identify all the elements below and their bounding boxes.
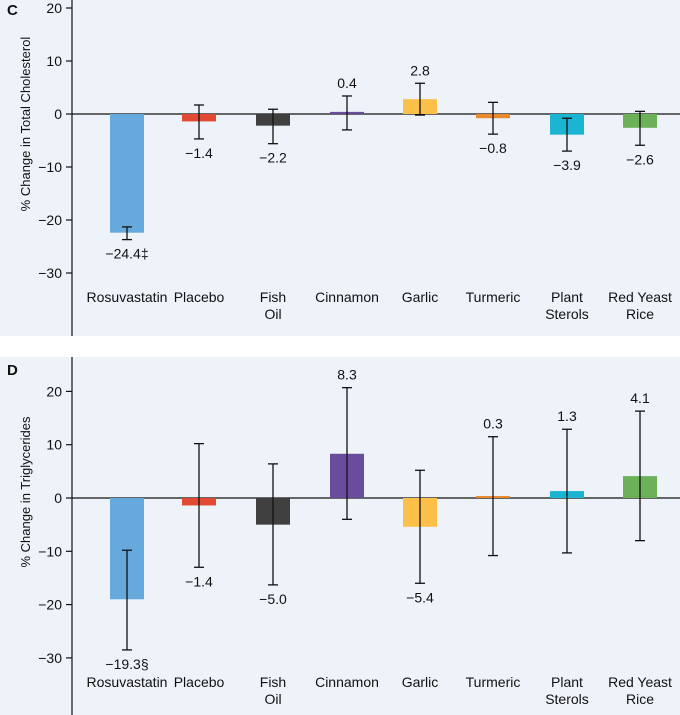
data-label: 4.1: [630, 390, 650, 406]
y-tick-label: 10: [46, 53, 62, 69]
data-label: −19.3§: [105, 656, 148, 672]
x-category-label: Cinnamon: [315, 289, 379, 305]
panel-d-triglycerides: D % Change in Triglycerides 20 10 0 −10 −20 −30…: [0, 357, 680, 715]
y-tick-label: 0: [54, 106, 62, 122]
x-category-label: Red Yeast: [608, 674, 672, 690]
y-tick-label: 0: [54, 490, 62, 506]
data-label: 8.3: [337, 367, 357, 383]
y-axis-label: % Change in Total Cholesterol: [18, 37, 33, 212]
chart-triglycerides: D % Change in Triglycerides 20 10 0 −10 −20 −30…: [7, 357, 680, 715]
x-category-label: Plant: [551, 674, 583, 690]
x-category-label: Oil: [264, 306, 281, 322]
y-tick-label: −20: [38, 597, 62, 613]
x-category-label: Turmeric: [466, 674, 521, 690]
x-category-label: Fish: [260, 674, 286, 690]
data-label: 0.3: [483, 416, 503, 432]
chart-total-cholesterol: C % Change in Total Cholesterol 20 10 0 −10 −2…: [7, 0, 680, 336]
x-category-label: Plant: [551, 289, 583, 305]
x-category-label: Garlic: [402, 674, 439, 690]
data-label: −3.9: [553, 157, 581, 173]
x-category-label: Rosuvastatin: [87, 674, 168, 690]
x-category-label: Fish: [260, 289, 286, 305]
data-label: 1.3: [557, 408, 577, 424]
y-tick-label: −30: [38, 265, 62, 281]
x-category-label: Red Yeast: [608, 289, 672, 305]
panel-c-total-cholesterol: C % Change in Total Cholesterol 20 10 0 −10 −2…: [0, 0, 680, 336]
y-tick-label: −10: [38, 159, 62, 175]
data-label: −24.4‡: [105, 246, 148, 262]
data-label: 0.4: [337, 75, 357, 91]
data-label: −5.4: [406, 589, 434, 605]
x-category-label: Rice: [626, 306, 654, 322]
data-label: −2.2: [259, 150, 287, 166]
x-category-label: Turmeric: [466, 289, 521, 305]
x-category-label: Oil: [264, 691, 281, 707]
x-category-label: Sterols: [545, 691, 589, 707]
x-category-label: Rosuvastatin: [87, 289, 168, 305]
data-label: −0.8: [479, 140, 507, 156]
y-tick-label: 20: [46, 383, 62, 399]
y-tick-label: −10: [38, 543, 62, 559]
y-tick-label: −30: [38, 650, 62, 666]
y-axis-label: % Change in Triglycerides: [18, 416, 33, 568]
x-category-label: Placebo: [174, 289, 225, 305]
y-tick-label: 10: [46, 437, 62, 453]
y-tick-label: −20: [38, 212, 62, 228]
y-tick-label: 20: [46, 0, 62, 16]
x-category-label: Placebo: [174, 674, 225, 690]
data-label: −1.4: [185, 145, 213, 161]
data-label: 2.8: [410, 62, 430, 78]
x-category-label: Sterols: [545, 306, 589, 322]
panel-label: C: [7, 2, 18, 19]
x-category-label: Cinnamon: [315, 674, 379, 690]
data-label: −1.4: [185, 573, 213, 589]
panel-label: D: [7, 362, 18, 379]
bar: [110, 114, 144, 233]
data-label: −2.6: [626, 151, 654, 167]
x-category-label: Rice: [626, 691, 654, 707]
data-label: −5.0: [259, 591, 287, 607]
x-category-label: Garlic: [402, 289, 439, 305]
